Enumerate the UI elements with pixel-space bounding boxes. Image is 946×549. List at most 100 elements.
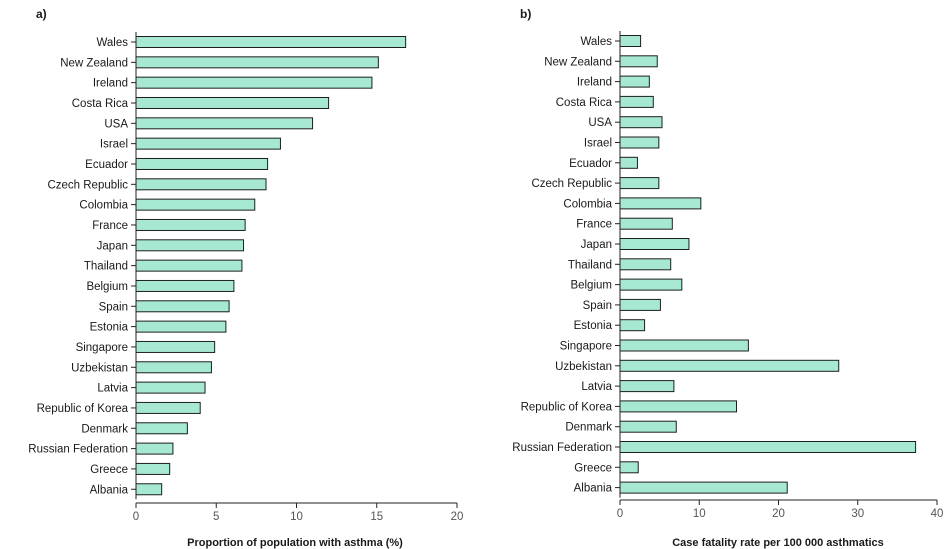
panel-a-bar — [135, 36, 407, 48]
panel-a-x-tick-label: 20 — [451, 511, 464, 523]
panel-b-bar — [619, 359, 840, 372]
panel-b-x-tick-label: 30 — [851, 508, 864, 520]
panel-a-bar — [135, 361, 212, 374]
panel-b-bar — [619, 420, 677, 433]
panel-a-bar — [135, 117, 314, 130]
panel-b-category-label: Wales — [580, 36, 612, 48]
panel-b-bar — [619, 217, 673, 230]
panel-a-category-label: Estonia — [90, 322, 129, 334]
panel-a-x-tick-label: 5 — [213, 511, 219, 523]
panel-a-category-label: Uzbekistan — [71, 362, 128, 374]
panel-a-bar — [135, 239, 245, 252]
panel-b-bar — [619, 238, 690, 250]
panel-b-bar — [619, 156, 638, 169]
panel-b-category-label: Estonia — [574, 320, 613, 332]
panel-a-bar — [135, 483, 163, 496]
panel-b-category-label: Uzbekistan — [555, 361, 612, 373]
panel-b-x-tick-label: 0 — [617, 508, 623, 520]
panel-a-bar — [135, 462, 171, 475]
panel-b-bar — [619, 35, 642, 47]
panel-b-category-label: Ireland — [577, 77, 612, 89]
panel-a-label: a) — [36, 7, 47, 21]
panel-b-bar — [619, 400, 737, 413]
panel-b-category-label: New Zealand — [544, 56, 612, 68]
panel-a-bar — [135, 340, 216, 353]
panel-a-bar — [135, 218, 246, 231]
panel-a-category-label: Colombia — [79, 200, 128, 212]
panel-a-bar — [135, 381, 206, 394]
panel-b-bar — [619, 380, 675, 393]
panel-b-bar — [619, 75, 650, 88]
panel-a-bar — [135, 56, 379, 69]
panel-a-category-label: USA — [104, 118, 128, 130]
panel-b-category-label: Czech Republic — [531, 178, 612, 190]
panel-b-bar — [619, 481, 788, 494]
panel-b-category-label: Ecuador — [569, 158, 612, 170]
panel-b-x-tick-label: 20 — [772, 508, 785, 520]
panel-a-category-label: Thailand — [84, 261, 128, 273]
panel-a-category-label: Czech Republic — [47, 179, 128, 191]
panel-b-x-tick-label: 10 — [693, 508, 706, 520]
panel-a-bar — [135, 178, 267, 191]
panel-b-bar — [619, 177, 660, 190]
panel-a-category-label: Denmark — [81, 423, 128, 435]
panel-b-category-label: Colombia — [563, 198, 612, 210]
panel-a-category-label: New Zealand — [60, 57, 128, 69]
panel-b-category-label: Spain — [583, 300, 612, 312]
panel-a-x-tick-label: 10 — [290, 511, 303, 523]
panel-b-bar — [619, 258, 672, 271]
panel-a-bar — [135, 157, 269, 170]
panel-b-category-label: Singapore — [560, 341, 612, 353]
panel-a-category-label: France — [92, 220, 128, 232]
panel-b-category-label: Japan — [581, 239, 612, 251]
panel-b-category-label: Latvia — [581, 381, 612, 393]
panel-a-bar — [135, 96, 330, 109]
panel-b-bar — [619, 95, 654, 108]
panel-b-category-label: Belgium — [570, 280, 612, 292]
panel-b-category-label: Israel — [584, 138, 612, 150]
panel-a-category-label: Latvia — [97, 383, 128, 395]
panel-b-category-label: Republic of Korea — [521, 401, 613, 413]
panel-a-bar — [135, 259, 243, 272]
panel-b-category-label: Thailand — [568, 259, 612, 271]
panel-b-bar — [619, 197, 702, 210]
panel-a-category-label: Costa Rica — [72, 98, 129, 110]
panel-a-bar — [135, 76, 373, 89]
panel-a-category-label: Albania — [90, 484, 129, 496]
panel-a-category-label: Republic of Korea — [37, 403, 129, 415]
panel-b-category-label: Denmark — [565, 422, 612, 434]
panel-a-category-label: Singapore — [76, 342, 128, 354]
panel-b-category-label: Russian Federation — [512, 442, 612, 454]
panel-a-category-label: Belgium — [86, 281, 128, 293]
panel-a-bar — [135, 198, 256, 211]
panel-a-x-tick-label: 0 — [133, 511, 139, 523]
panel-a-category-label: Wales — [96, 37, 128, 49]
panel-a-chart: a) Proportion of population with asthma … — [28, 7, 463, 549]
panel-a-x-tick-label: 15 — [370, 511, 383, 523]
panel-b-x-tick-label: 40 — [931, 508, 944, 520]
panel-a-x-axis-label: Proportion of population with asthma (%) — [187, 537, 403, 549]
panel-b-bar — [619, 136, 660, 149]
panel-a-category-label: Spain — [99, 301, 128, 313]
panel-b-bar — [619, 461, 639, 474]
panel-b-bar — [619, 278, 683, 291]
panel-b-category-label: Costa Rica — [556, 97, 613, 109]
panel-a-category-label: Israel — [100, 139, 128, 151]
panel-a-bar — [135, 422, 188, 435]
panel-a-category-label: Ireland — [93, 78, 128, 90]
panel-b-bar — [619, 319, 646, 332]
panel-a-category-label: Russian Federation — [28, 444, 128, 456]
panel-a-bar — [135, 137, 281, 150]
panel-a-bar — [135, 300, 230, 313]
panel-b-x-axis-label: Case fatality rate per 100 000 asthmatic… — [672, 537, 884, 549]
panel-a-category-label: Ecuador — [85, 159, 128, 171]
panel-a-category-label: Japan — [97, 240, 128, 252]
panel-b-label: b) — [520, 7, 531, 21]
panel-b-category-label: Greece — [574, 462, 612, 474]
panel-b-bar — [619, 55, 658, 68]
panel-b-category-label: USA — [588, 117, 612, 129]
panel-b-bar — [619, 441, 917, 453]
panel-b-bar — [619, 298, 661, 311]
panel-b-category-label: France — [576, 219, 612, 231]
